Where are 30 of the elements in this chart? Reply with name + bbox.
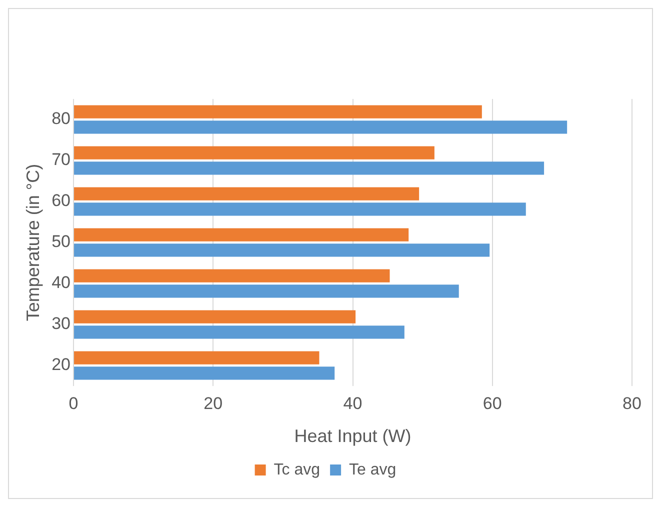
x-tick-label: 40 <box>343 394 362 413</box>
x-tick-label: 80 <box>622 394 642 413</box>
legend-label: Tc avg <box>274 461 320 478</box>
bar <box>74 351 320 364</box>
x-tick-label: 20 <box>204 394 223 413</box>
y-tick-label: 30 <box>52 314 71 334</box>
bar <box>74 187 420 200</box>
bar <box>74 326 404 339</box>
legend-label: Te avg <box>349 461 396 478</box>
y-tick-label: 40 <box>52 273 71 292</box>
x-tick-label: 60 <box>482 394 502 413</box>
y-tick-label: 50 <box>52 232 71 252</box>
y-tick-label: 70 <box>52 150 71 170</box>
bar <box>74 244 490 257</box>
x-axis-title: Heat Input (W) <box>294 426 412 446</box>
bar <box>74 366 335 380</box>
y-tick-label: 60 <box>52 191 71 210</box>
x-tick-label: 0 <box>68 394 78 413</box>
bar <box>74 269 390 282</box>
bar <box>74 105 482 118</box>
bar <box>74 162 544 175</box>
bar <box>74 202 526 216</box>
y-tick-label: 20 <box>52 355 71 374</box>
bar <box>74 228 409 242</box>
y-axis-title: Temperature (in °C) <box>22 164 43 322</box>
bar <box>74 310 356 324</box>
bar <box>74 284 459 298</box>
bar <box>74 146 434 160</box>
bar <box>74 120 568 134</box>
y-tick-label: 80 <box>52 109 71 128</box>
